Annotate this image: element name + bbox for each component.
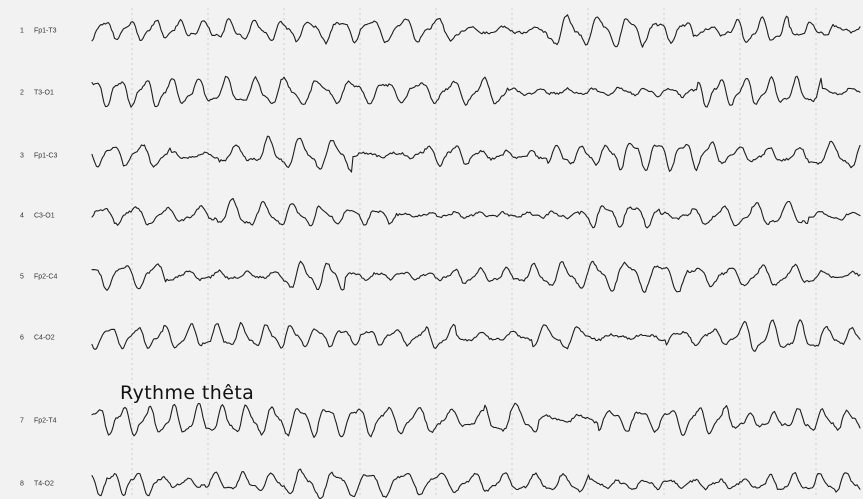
eeg-trace [91,402,861,438]
channel-index: 2 [20,90,24,97]
channel-label: Fp2-C4 [34,274,57,281]
channel-index: 3 [20,153,24,160]
eeg-trace [91,260,861,293]
channel-label: C4-O2 [34,335,55,342]
channel-label: T3-O1 [34,90,54,97]
channel-label: Fp1-T3 [34,28,57,35]
channel-index: 1 [20,28,24,35]
channel-t3-o1: 2 T3-O1 [20,75,861,108]
channel-t4-o2: 8 T4-O2 [20,468,861,499]
channel-index: 8 [20,481,24,488]
channel-index: 4 [20,213,24,220]
channel-index: 6 [20,335,24,342]
channel-fp1-t3: 1 Fp1-T3 [20,14,861,48]
eeg-trace [91,468,861,499]
eeg-trace [91,319,861,352]
channel-label: Fp2-T4 [34,418,57,425]
channel-fp2-c4: 5 Fp2-C4 [20,260,861,293]
channel-c4-o2: 6 C4-O2 [20,319,861,352]
channel-label: Fp1-C3 [34,153,57,160]
channel-index: 5 [20,274,24,281]
channel-label: T4-O2 [34,481,54,488]
channel-label: C3-O1 [34,213,55,220]
eeg-trace [91,197,861,229]
channel-c3-o1: 4 C3-O1 [20,197,861,229]
grid-lines [131,8,817,496]
eeg-trace [91,14,861,48]
eeg-trace [91,135,861,173]
channel-fp1-c3: 3 Fp1-C3 [20,135,861,173]
channel-fp2-t4: 7 Fp2-T4 [20,402,861,438]
channel-index: 7 [20,418,24,425]
eeg-trace [91,75,861,108]
theta-rhythm-annotation: Rythme thêta [120,382,255,404]
